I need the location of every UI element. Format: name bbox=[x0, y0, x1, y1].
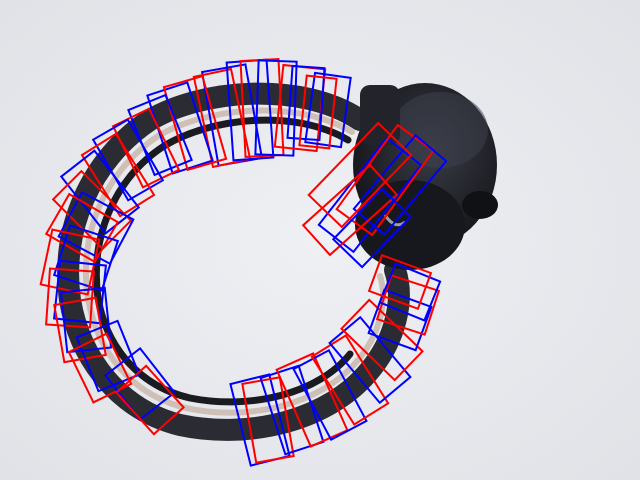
red-annotation-box bbox=[45, 267, 95, 329]
blue-annotation-box bbox=[104, 346, 176, 422]
red-annotation-box bbox=[162, 74, 228, 172]
red-annotation-box bbox=[307, 121, 413, 229]
red-annotation-box bbox=[114, 364, 186, 436]
headband bbox=[57, 82, 410, 441]
blue-annotation-box bbox=[352, 133, 448, 237]
red-annotation-box bbox=[298, 74, 338, 150]
blue-annotation-box bbox=[146, 81, 214, 175]
blue-annotation-box bbox=[292, 348, 368, 442]
red-annotation-box bbox=[367, 253, 433, 311]
blue-annotation-box bbox=[367, 288, 433, 352]
red-annotation-box bbox=[44, 192, 120, 264]
blue-annotation-box bbox=[331, 187, 413, 269]
annotation-boxes bbox=[39, 58, 448, 467]
red-annotation-box bbox=[275, 352, 349, 448]
red-annotation-box bbox=[67, 332, 133, 404]
blue-annotation-box bbox=[59, 149, 141, 235]
blue-annotation-box bbox=[304, 71, 352, 149]
blue-annotation-box bbox=[328, 315, 412, 405]
red-annotation-box bbox=[310, 334, 390, 426]
red-annotation-box bbox=[301, 163, 399, 257]
red-annotation-box bbox=[51, 169, 133, 251]
red-annotation-box bbox=[39, 228, 101, 296]
blue-annotation-box bbox=[57, 190, 135, 266]
blue-annotation-box bbox=[286, 64, 326, 142]
red-annotation-box bbox=[192, 67, 252, 169]
blue-annotation-box bbox=[52, 224, 120, 292]
blue-annotation-box bbox=[378, 262, 442, 322]
blue-annotation-box bbox=[52, 259, 108, 325]
headband-inner-edge bbox=[92, 116, 354, 406]
blue-annotation-box bbox=[254, 59, 298, 157]
earcup bbox=[353, 83, 498, 270]
blue-annotation-box bbox=[75, 319, 141, 393]
blue-annotation-box bbox=[59, 286, 113, 354]
